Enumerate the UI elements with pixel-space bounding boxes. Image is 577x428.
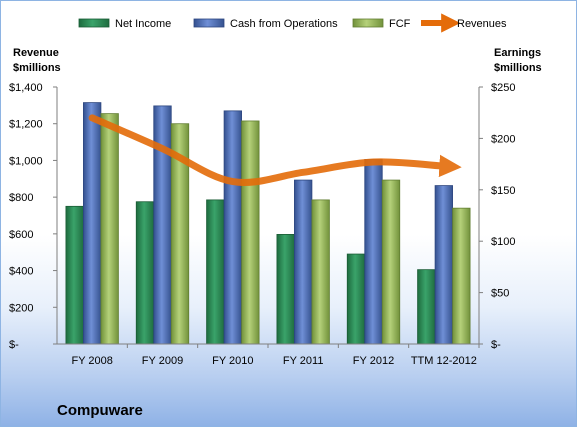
bar-cash-from-operations: [83, 102, 102, 345]
revenue-line: [88, 114, 462, 186]
legend-label-cash-from-operations: Cash from Operations: [230, 18, 338, 30]
right-tick-label: $50: [491, 288, 509, 300]
category-label: FY 2012: [353, 355, 394, 367]
legend-label-revenues: Revenues: [457, 18, 507, 30]
bar-fcf: [452, 207, 471, 345]
right-axis-ticks: $- $50 $100 $150 $200 $250: [479, 82, 515, 351]
right-tick-label: $200: [491, 133, 515, 145]
category-label: TTM 12-2012: [411, 355, 477, 367]
right-axis-title-line2: $millions: [494, 62, 542, 74]
left-axis-title-line1: Revenue: [13, 47, 59, 59]
bar-fcf: [381, 179, 401, 345]
bar-fcf: [100, 113, 119, 345]
left-axis-ticks: $- $200 $400 $600 $800 $1,000 $1,200 $1,400: [9, 82, 57, 351]
left-tick-label: $-: [9, 339, 19, 351]
legend-label-net-income: Net Income: [115, 18, 171, 30]
bar-cash-from-operations: [153, 105, 172, 345]
category-label: FY 2009: [142, 355, 183, 367]
bar-cash-from-operations: [223, 110, 242, 345]
right-tick-label: $250: [491, 82, 515, 94]
bar-cash-from-operations: [434, 185, 453, 345]
left-tick-label: $1,200: [9, 119, 43, 131]
revenue-line-layer: [88, 114, 462, 186]
bar-net-income: [206, 199, 225, 345]
left-tick-label: $200: [9, 302, 33, 314]
left-tick-label: $600: [9, 229, 33, 241]
chart-title: Compuware: [57, 402, 143, 419]
bar-cash-from-operations: [364, 159, 383, 345]
bar-net-income: [135, 201, 155, 345]
category-label: FY 2010: [212, 355, 253, 367]
axes: [56, 87, 480, 345]
category-label: FY 2008: [71, 355, 112, 367]
bars: [65, 102, 471, 345]
legend: Net Income Cash from Operations FCF Revenue…: [78, 13, 507, 33]
right-axis-title-line1: Earnings: [494, 47, 541, 59]
bar-net-income: [417, 269, 436, 345]
bar-fcf: [311, 199, 330, 345]
legend-swatch-fcf: [352, 18, 384, 28]
left-tick-label: $800: [9, 192, 33, 204]
left-axis-title-line2: $millions: [13, 62, 61, 74]
legend-label-fcf: FCF: [389, 18, 411, 30]
left-tick-label: $400: [9, 266, 33, 278]
bar-net-income: [346, 253, 366, 345]
bar-net-income: [65, 205, 84, 345]
legend-swatch-cash-from-operations: [193, 18, 225, 28]
axis-titles: Revenue $millions Earnings $millions: [13, 47, 542, 74]
left-tick-label: $1,000: [9, 155, 43, 167]
left-tick-label: $1,400: [9, 82, 43, 94]
bar-fcf: [241, 120, 260, 345]
bar-net-income: [276, 234, 295, 345]
category-labels: FY 2008 FY 2009 FY 2010 FY 2011 FY 2012 TTM 1…: [71, 344, 480, 367]
legend-swatch-net-income: [78, 18, 110, 28]
category-label: FY 2011: [283, 355, 324, 367]
right-tick-label: $150: [491, 185, 515, 197]
bar-cash-from-operations: [294, 179, 313, 345]
right-tick-label: $-: [491, 339, 501, 351]
right-tick-label: $100: [491, 236, 515, 248]
